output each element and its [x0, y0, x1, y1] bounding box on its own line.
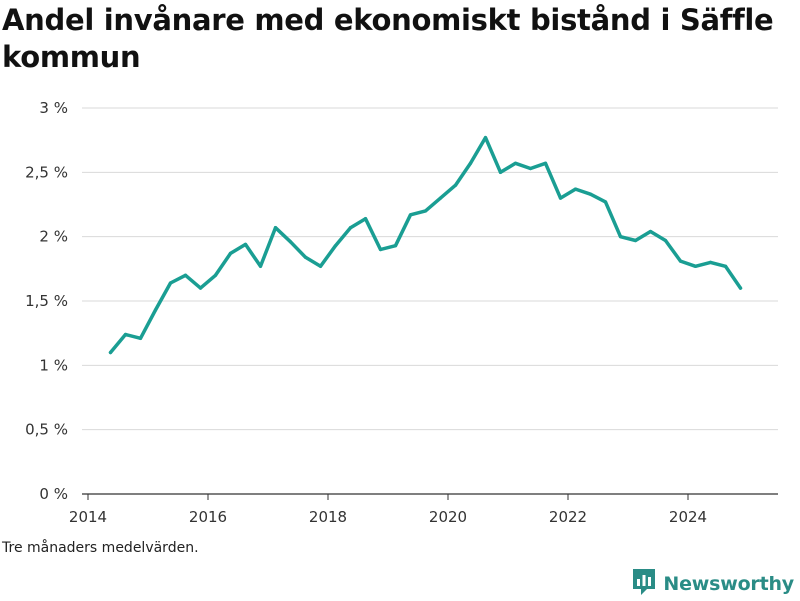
x-tick-label: 2014	[69, 508, 107, 526]
line-chart: 0 % 0,5 % 1 % 1,5 % 2 % 2,5 % 3 % 2014 2016 2018…	[25, 99, 778, 526]
data-point	[528, 166, 533, 171]
x-tick-label: 2020	[429, 508, 467, 526]
y-tick-label: 2,5 %	[25, 163, 68, 181]
data-point	[708, 260, 713, 264]
chart-title: Andel invånare med ekonomiskt bistånd i …	[2, 3, 774, 74]
data-point	[258, 264, 263, 268]
data-point	[543, 161, 548, 165]
data-point	[633, 238, 638, 243]
data-point	[468, 161, 473, 165]
y-tick-label: 1 %	[39, 356, 68, 374]
y-tick-label: 0 %	[39, 485, 68, 503]
data-point	[213, 273, 218, 277]
data-point	[288, 240, 293, 244]
brand-logo[interactable]: Newsworthy	[631, 568, 794, 600]
data-point	[348, 226, 353, 230]
data-point	[573, 187, 578, 191]
data-point	[318, 264, 323, 268]
y-tick-label: 0,5 %	[25, 421, 68, 439]
data-point	[138, 336, 143, 340]
grid-lines	[82, 107, 778, 431]
x-tick-label: 2016	[189, 508, 227, 526]
data-point	[618, 235, 623, 239]
data-point	[393, 244, 398, 248]
data-point	[228, 251, 233, 255]
y-tick-label: 2 %	[39, 228, 68, 246]
data-point	[723, 264, 728, 268]
data-point	[483, 135, 488, 140]
data-point	[678, 259, 683, 263]
footnote: Tre månaders medelvärden.	[2, 540, 199, 556]
data-point	[663, 238, 668, 243]
x-tick-label: 2022	[549, 508, 587, 526]
series-line	[108, 135, 743, 355]
x-tick-label: 2024	[669, 508, 707, 526]
data-point	[168, 281, 173, 285]
y-tick-label: 1,5 %	[25, 292, 68, 310]
data-point	[558, 196, 563, 200]
data-point	[273, 226, 278, 230]
data-point	[453, 183, 458, 187]
data-point	[438, 196, 443, 200]
brand-name: Newsworthy	[663, 573, 794, 595]
data-point	[108, 350, 113, 355]
x-axis: 2014 2016 2018 2020 2022 2024	[69, 493, 778, 526]
data-point	[603, 200, 608, 204]
data-point	[648, 229, 653, 234]
x-tick-label: 2018	[309, 508, 347, 526]
data-point	[183, 273, 188, 277]
newsworthy-logo-icon	[631, 567, 657, 601]
data-point	[513, 161, 518, 165]
data-point	[738, 286, 743, 290]
data-point	[588, 192, 593, 196]
data-point	[423, 209, 428, 213]
data-point	[693, 264, 698, 268]
data-point	[153, 308, 158, 312]
data-point	[408, 213, 413, 217]
series-group	[108, 135, 743, 355]
data-point	[243, 242, 248, 246]
data-point	[198, 286, 203, 290]
data-point	[498, 170, 503, 174]
data-point	[333, 244, 338, 248]
data-point	[378, 247, 383, 252]
y-tick-label: 3 %	[39, 99, 68, 117]
data-point	[123, 332, 128, 337]
data-point	[363, 217, 368, 221]
data-point	[303, 255, 308, 259]
y-axis-ticks: 0 % 0,5 % 1 % 1,5 % 2 % 2,5 % 3 %	[25, 99, 68, 503]
